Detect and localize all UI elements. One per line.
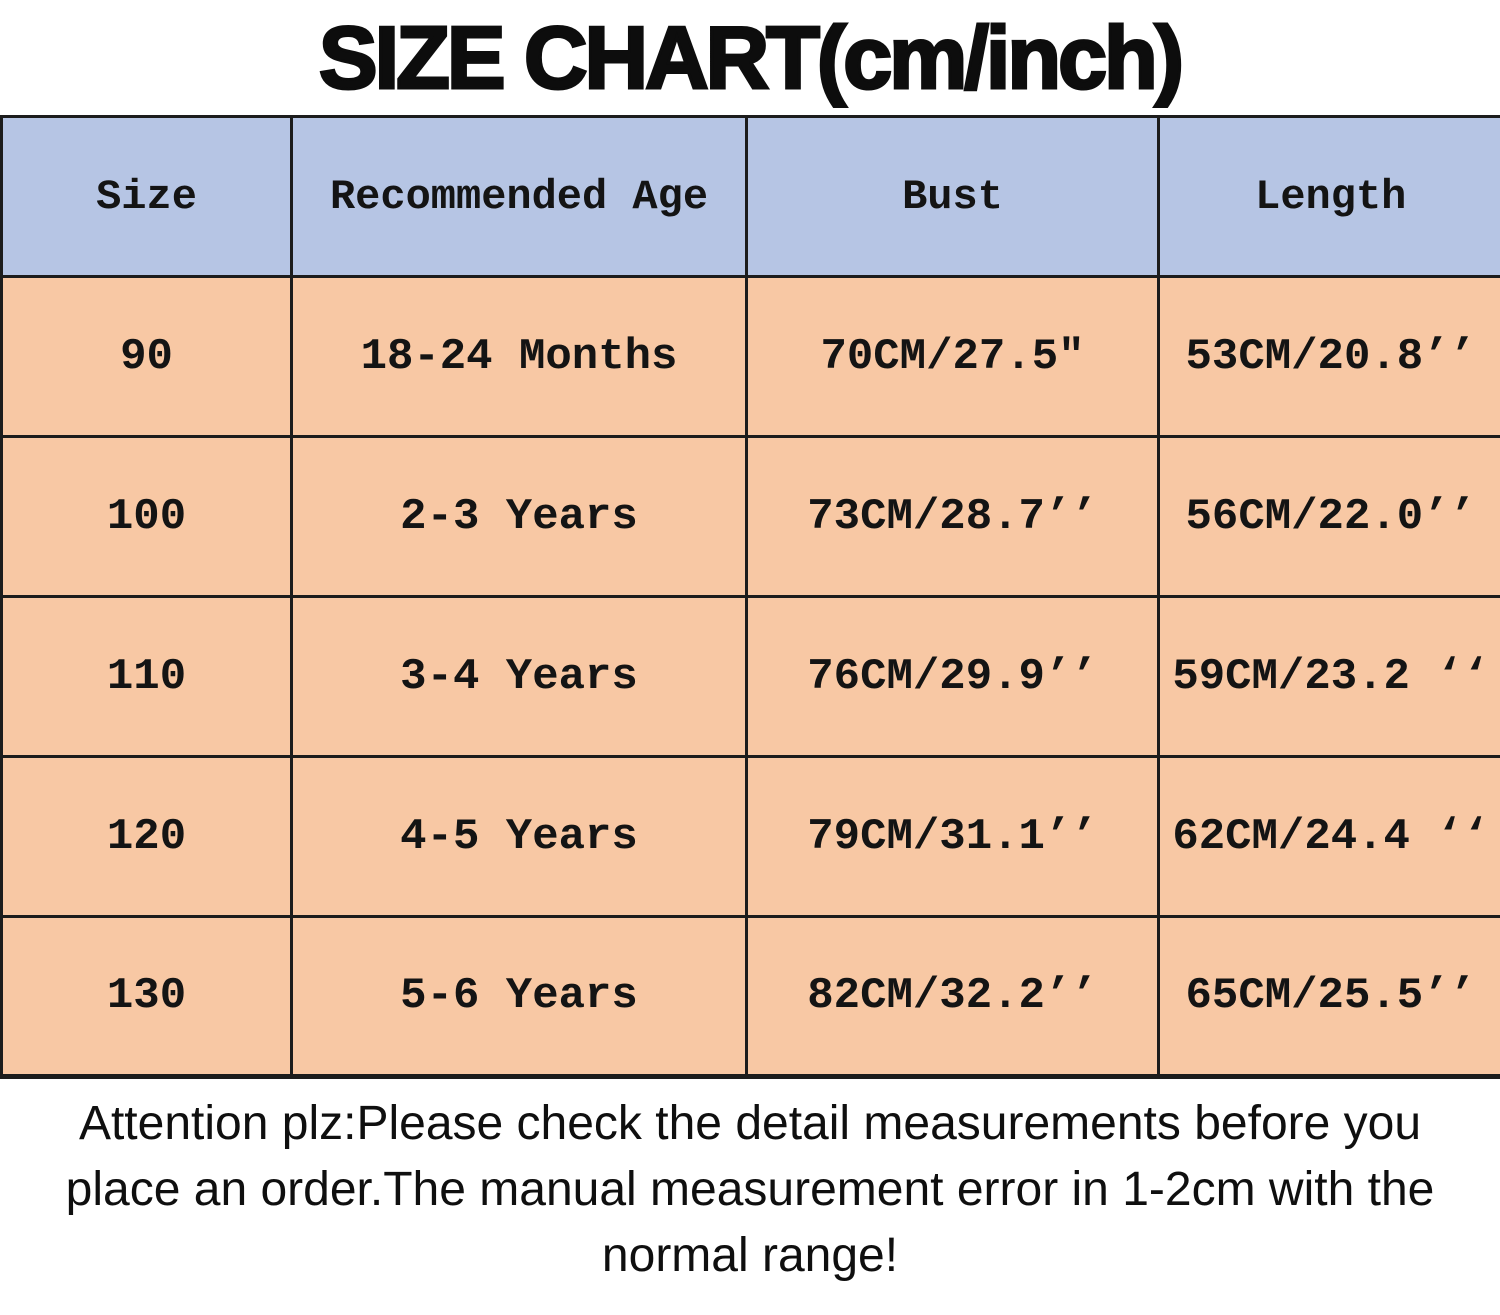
cell-length: 62CM/24.4 ‘‘ — [1157, 755, 1500, 918]
size-chart-table: Size Recommended Age Bust Length 90 18-2… — [0, 115, 1500, 1079]
attention-line: place an order.The manual measurement er… — [65, 1163, 1435, 1216]
cell-length: 65CM/25.5’’ — [1157, 915, 1500, 1079]
table-row: 120 4-5 Years 79CM/31.1’’ 62CM/24.4 ‘‘ — [0, 755, 1500, 918]
cell-bust: 70CM/27.5″ — [745, 275, 1160, 438]
cell-size: 120 — [0, 755, 293, 918]
cell-recommended-age: 4-5 Years — [290, 755, 748, 918]
cell-size: 130 — [0, 915, 293, 1079]
table-row: 90 18-24 Months 70CM/27.5″ 53CM/20.8’’ — [0, 275, 1500, 438]
cell-recommended-age: 2-3 Years — [290, 435, 748, 598]
page-title: SIZE CHART(cm/inch) — [317, 6, 1185, 108]
cell-recommended-age: 5-6 Years — [290, 915, 748, 1079]
cell-size: 110 — [0, 595, 293, 758]
cell-size: 100 — [0, 435, 293, 598]
column-header-bust: Bust — [745, 115, 1160, 278]
attention-line: normal range! — [601, 1229, 899, 1282]
cell-recommended-age: 3-4 Years — [290, 595, 748, 758]
attention-note: Attention plz:Please check the detail me… — [0, 1091, 1500, 1289]
attention-line: Attention plz:Please check the detail me… — [78, 1097, 1422, 1150]
column-header-size: Size — [0, 115, 293, 278]
cell-recommended-age: 18-24 Months — [290, 275, 748, 438]
cell-length: 56CM/22.0’’ — [1157, 435, 1500, 598]
table-row: 100 2-3 Years 73CM/28.7’’ 56CM/22.0’’ — [0, 435, 1500, 598]
cell-bust: 79CM/31.1’’ — [745, 755, 1160, 918]
table-row: 110 3-4 Years 76CM/29.9’’ 59CM/23.2 ‘‘ — [0, 595, 1500, 758]
cell-length: 59CM/23.2 ‘‘ — [1157, 595, 1500, 758]
header-row: Size Recommended Age Bust Length — [0, 115, 1500, 278]
cell-size: 90 — [0, 275, 293, 438]
cell-bust: 73CM/28.7’’ — [745, 435, 1160, 598]
table-row: 130 5-6 Years 82CM/32.2’’ 65CM/25.5’’ — [0, 915, 1500, 1079]
column-header-length: Length — [1157, 115, 1500, 278]
column-header-recommended-age: Recommended Age — [290, 115, 748, 278]
cell-length: 53CM/20.8’’ — [1157, 275, 1500, 438]
cell-bust: 76CM/29.9’’ — [745, 595, 1160, 758]
cell-bust: 82CM/32.2’’ — [745, 915, 1160, 1079]
